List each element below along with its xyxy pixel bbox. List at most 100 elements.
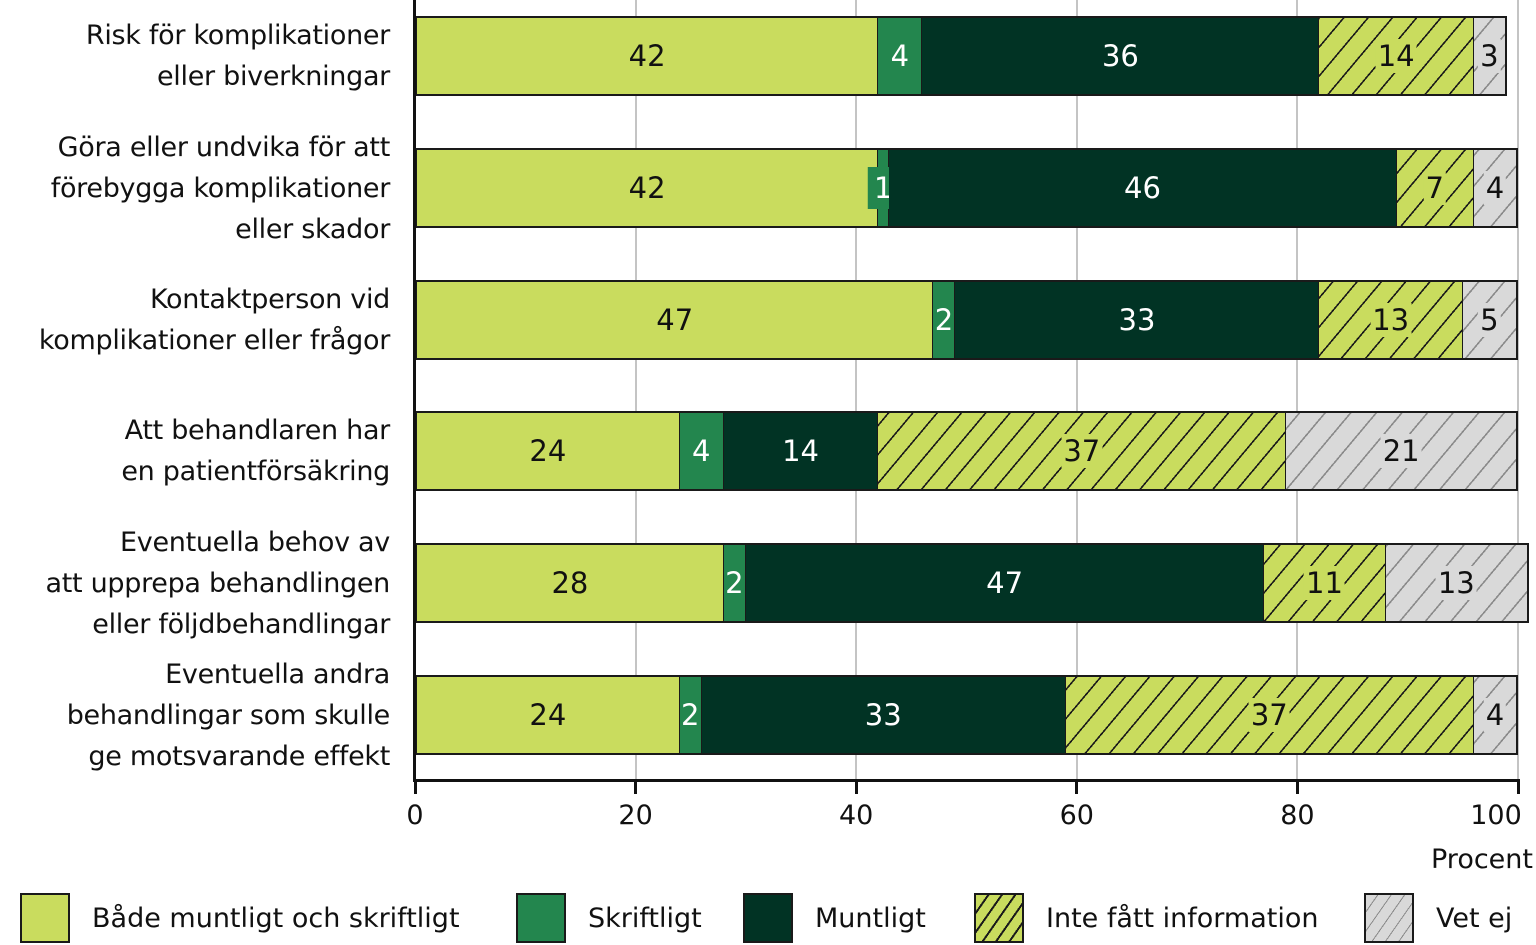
x-tick: [1075, 780, 1079, 794]
data-label: 2: [934, 303, 954, 337]
category-label-line: Att behandlaren har: [124, 415, 391, 446]
segment-both: 47: [415, 280, 934, 360]
segment-oral: 36: [922, 16, 1320, 96]
category-label: Eventuella behov av att upprepa behandlin…: [45, 522, 390, 645]
segment-both: 28: [415, 543, 724, 623]
segment-oral: 46: [889, 148, 1397, 228]
bar-row: 42 1 46 7 4: [415, 148, 1518, 228]
category-label: Eventuella andra behandlingar som skulle g…: [66, 654, 391, 777]
legend-item-oral: Muntligt: [743, 893, 926, 943]
data-label: 4: [1483, 171, 1507, 205]
x-tick-label: 100: [1470, 800, 1522, 831]
segment-both: 24: [415, 675, 680, 755]
segment-dont-know: 4: [1473, 148, 1518, 228]
category-label-line: Eventuella andra: [165, 658, 390, 690]
data-label: 14: [1375, 39, 1417, 73]
legend-swatch-written: [516, 893, 566, 943]
segment-no-info: 37: [878, 411, 1287, 491]
data-label: 11: [1304, 566, 1345, 600]
segment-oral: 47: [745, 543, 1265, 623]
segment-no-info: 11: [1264, 543, 1386, 623]
segment-oral: 14: [723, 411, 879, 491]
category-label-line: att upprepa behandlingen: [45, 567, 390, 599]
legend-swatch-both: [20, 893, 70, 943]
category-label-line: Kontaktperson vid: [150, 284, 390, 315]
category-label-line: behandlingar som skulle: [66, 699, 391, 731]
data-label: 28: [551, 566, 589, 600]
category-label-line: eller biverkningar: [157, 61, 390, 92]
category-label-line: ge motsvarande effekt: [88, 740, 390, 772]
data-label: 33: [1118, 303, 1156, 337]
category-label-line: Göra eller undvika för att: [57, 131, 391, 163]
data-label: 46: [1124, 171, 1161, 205]
data-label: 4: [890, 39, 910, 73]
legend-label: Inte fått information: [1046, 902, 1319, 934]
category-label: Göra eller undvika för att förebygga komp…: [50, 127, 391, 250]
segment-no-info: 14: [1319, 16, 1474, 96]
data-label: 47: [986, 566, 1024, 600]
data-label: 4: [692, 434, 711, 468]
data-label: 13: [1435, 566, 1477, 600]
segment-both: 24: [415, 411, 680, 491]
x-axis-line: [413, 779, 1520, 782]
y-axis-line: [413, 0, 416, 782]
x-tick: [854, 780, 858, 794]
segment-no-info: 37: [1065, 675, 1474, 755]
category-label-line: komplikationer eller frågor: [38, 325, 390, 356]
legend: Både muntligt och skriftligt Skriftligt …: [0, 893, 1536, 945]
bar-row: 24 4 14 37 21: [415, 411, 1518, 491]
x-axis-unit-label: Procent: [1431, 844, 1533, 875]
data-label: 36: [1101, 39, 1139, 73]
legend-item-both: Både muntligt och skriftligt: [20, 893, 460, 943]
x-tick-label: 40: [839, 800, 874, 831]
data-label: 4: [1483, 698, 1507, 732]
data-label: 2: [681, 698, 700, 732]
legend-item-no-info: Inte fått information: [974, 893, 1319, 943]
gridline: [634, 0, 637, 780]
category-label: Risk för komplikationer eller biverkninga…: [86, 15, 390, 97]
data-label: 3: [1478, 39, 1501, 73]
data-label: 42: [628, 39, 666, 73]
category-label-line: eller följdbehandlingar: [92, 608, 390, 640]
category-label: Att behandlaren har en patientförsäkring: [121, 410, 390, 492]
category-label: Kontaktperson vid komplikationer eller fr…: [39, 279, 390, 361]
data-label: 21: [1380, 434, 1422, 468]
x-tick-label: 0: [406, 800, 424, 831]
category-label-line: eller skador: [235, 213, 390, 245]
gridline: [1296, 0, 1299, 780]
x-tick-label: 80: [1280, 800, 1315, 831]
legend-label: Vet ej: [1436, 902, 1513, 934]
data-label: 37: [1061, 434, 1103, 468]
segment-written: 1: [868, 148, 899, 228]
data-label: 37: [1248, 698, 1290, 732]
segment-oral: 33: [955, 280, 1320, 360]
bar-row: 28 2 47 11 13: [415, 543, 1529, 623]
segment-dont-know: 4: [1473, 675, 1518, 755]
legend-item-dont-know: Vet ej: [1364, 893, 1512, 943]
segment-oral: 33: [701, 675, 1066, 755]
data-label: 14: [782, 434, 819, 468]
legend-label: Både muntligt och skriftligt: [92, 902, 460, 934]
x-tick: [1516, 780, 1520, 794]
x-tick: [634, 780, 638, 794]
x-tick-label: 20: [618, 800, 653, 831]
x-tick-label: 60: [1059, 800, 1094, 831]
x-tick: [1295, 780, 1299, 794]
legend-label: Muntligt: [815, 902, 926, 934]
gridline: [1075, 0, 1078, 780]
category-label-line: Eventuella behov av: [120, 526, 390, 558]
segment-written: 2: [679, 675, 702, 755]
category-label-line: förebygga komplikationer: [50, 172, 391, 204]
segment-no-info: 13: [1319, 280, 1463, 360]
data-label: 33: [864, 698, 902, 732]
legend-swatch-oral: [743, 893, 793, 943]
category-label-line: Risk för komplikationer: [85, 20, 390, 51]
segment-both: 42: [415, 16, 879, 96]
segment-both: 42: [415, 148, 879, 228]
segment-written: 4: [878, 16, 923, 96]
gridline: [1517, 0, 1519, 780]
x-tick: [413, 780, 417, 794]
data-label: 47: [656, 303, 694, 337]
segment-dont-know: 3: [1473, 16, 1507, 96]
